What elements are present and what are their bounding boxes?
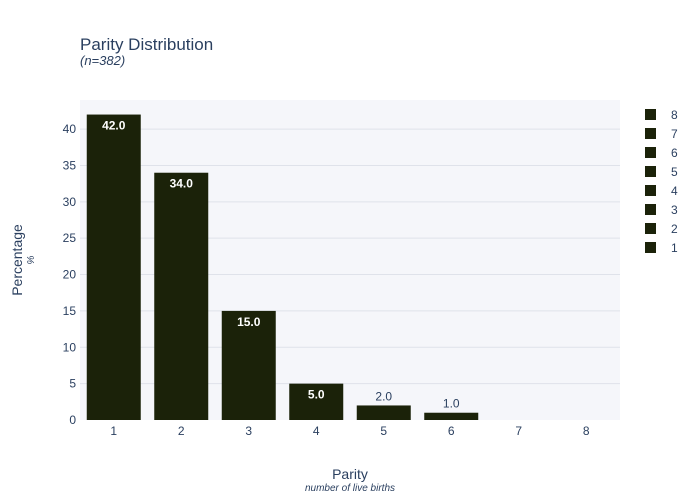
data-label-2: 34.0 <box>170 177 194 191</box>
legend-swatch <box>645 204 656 215</box>
legend-label: 4 <box>671 184 678 198</box>
legend-label: 3 <box>671 203 678 217</box>
y-tick-label: 20 <box>63 268 77 282</box>
x-tick-label: 5 <box>380 424 387 438</box>
bar-6[interactable] <box>424 412 479 420</box>
x-tick-label: 4 <box>313 424 320 438</box>
y-axis-subtitle: % <box>26 255 37 264</box>
x-tick-label: 7 <box>515 424 522 438</box>
legend-item-1[interactable]: 1 <box>645 241 678 255</box>
legend[interactable]: 8 7 6 5 4 3 2 1 <box>645 108 678 255</box>
legend-swatch <box>645 242 656 253</box>
data-label-6: 1.0 <box>443 397 460 411</box>
y-tick-label: 10 <box>63 340 77 354</box>
y-tick-label: 35 <box>63 158 77 172</box>
data-labels: 42.0 34.0 15.0 5.0 2.0 1.0 <box>102 119 460 411</box>
chart-subtitle: (n=382) <box>80 53 125 68</box>
legend-label: 5 <box>671 165 678 179</box>
y-axis-title: Percentage <box>9 224 25 296</box>
x-tick-label: 6 <box>448 424 455 438</box>
legend-item-8[interactable]: 8 <box>645 108 678 122</box>
legend-label: 2 <box>671 222 678 236</box>
y-tick-label: 25 <box>63 231 77 245</box>
legend-item-5[interactable]: 5 <box>645 165 678 179</box>
data-label-5: 2.0 <box>375 389 392 403</box>
legend-swatch <box>645 147 656 158</box>
bar-2[interactable] <box>154 172 209 420</box>
data-label-3: 15.0 <box>237 315 261 329</box>
bars <box>86 114 479 420</box>
data-label-1: 42.0 <box>102 119 126 133</box>
x-tick-label: 8 <box>583 424 590 438</box>
y-tick-label: 30 <box>63 195 77 209</box>
x-tick-label: 1 <box>110 424 117 438</box>
x-axis-subtitle: number of live births <box>305 483 395 494</box>
legend-swatch <box>645 185 656 196</box>
y-tick-label: 40 <box>63 122 77 136</box>
legend-swatch <box>645 223 656 234</box>
x-axis-title: Parity <box>332 466 368 482</box>
legend-item-7[interactable]: 7 <box>645 127 678 141</box>
y-tick-label: 5 <box>69 377 76 391</box>
bar-4[interactable] <box>289 383 344 420</box>
x-tick-label: 2 <box>178 424 185 438</box>
y-tick-label: 0 <box>69 413 76 427</box>
legend-label: 1 <box>671 241 678 255</box>
bar-1[interactable] <box>86 114 141 420</box>
legend-swatch <box>645 128 656 139</box>
legend-label: 8 <box>671 108 678 122</box>
legend-item-2[interactable]: 2 <box>645 222 678 236</box>
bar-5[interactable] <box>356 405 411 420</box>
legend-swatch <box>645 166 656 177</box>
legend-item-3[interactable]: 3 <box>645 203 678 217</box>
data-label-4: 5.0 <box>308 388 325 402</box>
x-axis-ticks: 1 2 3 4 5 6 7 8 <box>110 424 590 438</box>
y-axis-ticks: 0 5 10 15 20 25 30 35 40 <box>63 122 77 427</box>
legend-item-4[interactable]: 4 <box>645 184 678 198</box>
y-tick-label: 15 <box>63 304 77 318</box>
legend-label: 6 <box>671 146 678 160</box>
legend-label: 7 <box>671 127 678 141</box>
chart-title: Parity Distribution <box>80 35 213 54</box>
x-tick-label: 3 <box>245 424 252 438</box>
legend-swatch <box>645 109 656 120</box>
legend-item-6[interactable]: 6 <box>645 146 678 160</box>
bar-3[interactable] <box>221 310 276 420</box>
